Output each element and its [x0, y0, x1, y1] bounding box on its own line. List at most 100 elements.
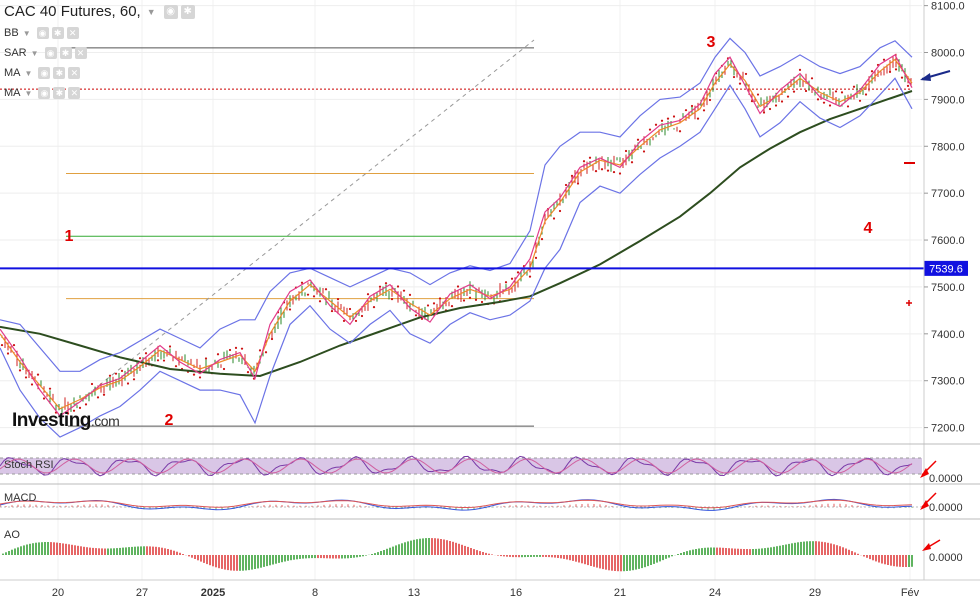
chevron-down-icon[interactable]: ▼ — [24, 68, 33, 78]
sar-dot — [426, 304, 430, 307]
price-tick-label: 7200.0 — [931, 423, 965, 435]
sar-dot — [558, 209, 562, 213]
chevron-down-icon[interactable]: ▼ — [146, 6, 156, 17]
gear-icon[interactable]: ✱ — [59, 47, 72, 59]
sar-dot — [288, 308, 292, 311]
chevron-down-icon[interactable]: ▼ — [30, 48, 39, 58]
price-tick-label: 7700.0 — [931, 188, 965, 200]
logo-suffix: .com — [90, 413, 120, 429]
sar-dot — [96, 396, 100, 399]
sar-dot — [588, 156, 592, 159]
sar-dot — [198, 376, 202, 379]
sar-dot — [126, 382, 130, 385]
time-tick-label: Fév — [901, 587, 920, 599]
sar-dot — [792, 90, 796, 93]
sar-dot — [810, 77, 814, 80]
sar-dot — [0, 343, 4, 347]
sar-dot — [456, 285, 460, 288]
eye-icon[interactable]: ◉ — [36, 27, 49, 39]
sar-dot — [174, 365, 178, 368]
sar-dot — [510, 277, 514, 280]
sar-dot — [120, 369, 124, 372]
gear-icon[interactable]: ✱ — [53, 87, 66, 99]
sar-dot — [84, 403, 88, 406]
bollinger-band-line — [0, 37, 913, 372]
eye-icon[interactable]: ◉ — [163, 4, 178, 19]
ao-pane — [2, 538, 913, 572]
wave-label-3: 3 — [707, 34, 716, 51]
trend-diagonal-line — [67, 39, 535, 411]
sar-dot — [300, 281, 304, 284]
indicator-label: BB — [4, 27, 19, 39]
sar-dot — [738, 82, 742, 85]
sar-dot — [6, 352, 10, 355]
time-tick-label: 20 — [52, 587, 64, 599]
sar-dot — [666, 117, 670, 120]
ma-short-line — [0, 54, 913, 417]
close-icon[interactable]: ✕ — [74, 47, 87, 59]
sar-dot — [762, 111, 766, 114]
sar-dot — [768, 107, 772, 111]
indicator-label: MA — [4, 87, 21, 99]
chevron-down-icon[interactable]: ▼ — [22, 28, 31, 38]
macd-label: MACD — [4, 492, 37, 504]
sar-dot — [192, 373, 196, 376]
time-tick-label: 2025 — [201, 587, 225, 599]
sar-dot — [258, 349, 262, 352]
eye-icon[interactable]: ◉ — [38, 87, 51, 99]
eye-icon[interactable]: ◉ — [38, 67, 51, 79]
sar-dot — [24, 376, 28, 379]
close-icon[interactable]: ✕ — [66, 27, 79, 39]
gear-icon[interactable]: ✱ — [180, 4, 195, 19]
macd-signal-line — [0, 499, 913, 509]
time-tick-label: 21 — [614, 587, 626, 599]
sar-dot — [822, 101, 826, 104]
time-tick-label: 13 — [408, 587, 420, 599]
sar-dot — [390, 298, 394, 301]
sar-dot — [564, 183, 568, 187]
sar-dot — [408, 293, 412, 297]
sar-dot — [432, 302, 436, 305]
series-lines — [0, 37, 913, 438]
time-tick-label: 27 — [136, 587, 148, 599]
sar-dot — [690, 104, 694, 108]
sar-dot — [654, 123, 658, 126]
vertical-grid — [57, 0, 911, 580]
macd-zero-label: 0.0000 — [929, 502, 963, 514]
close-icon[interactable]: ✕ — [68, 87, 81, 99]
sar-dot — [156, 359, 160, 362]
sar-dot — [582, 160, 586, 163]
eye-icon[interactable]: ◉ — [44, 47, 57, 59]
sar-dot — [672, 115, 676, 118]
sar-dot — [606, 169, 610, 172]
price-tick-label: 8000.0 — [931, 48, 965, 60]
gear-icon[interactable]: ✱ — [53, 67, 66, 79]
indicator-row-bb: BB ▼ ◉ ✱ ✕ — [4, 27, 82, 39]
stoch-band — [0, 458, 922, 474]
sar-dot — [732, 75, 736, 79]
price-axis: 8100.0 8000.0 7900.0 7800.0 7700.0 7600.0 7500… — [924, 1, 965, 435]
current-price-value: 7539.6 — [929, 263, 963, 275]
price-tick-label: 7400.0 — [931, 329, 965, 341]
sar-dot — [240, 347, 244, 350]
sar-dot — [648, 128, 652, 131]
sar-dot — [384, 282, 388, 285]
gear-icon[interactable]: ✱ — [51, 27, 64, 39]
sar-dot — [450, 305, 454, 308]
logo-brand: Investing — [12, 410, 91, 431]
sar-dot — [42, 397, 46, 400]
sar-dot — [774, 104, 778, 107]
sar-dot — [228, 348, 232, 352]
indicator-row-ma-2: MA ▼ ◉ ✱ ✕ — [4, 87, 83, 99]
sar-dot — [816, 98, 820, 101]
close-icon[interactable]: ✕ — [68, 67, 81, 79]
sar-dot — [336, 298, 340, 301]
chevron-down-icon[interactable]: ▼ — [24, 88, 33, 98]
sar-dot — [330, 309, 334, 313]
sar-dot — [102, 393, 106, 396]
wave-label-1: 1 — [65, 228, 74, 245]
sar-dot — [594, 170, 598, 173]
sar-dot — [36, 373, 40, 376]
sar-dot — [798, 68, 802, 71]
